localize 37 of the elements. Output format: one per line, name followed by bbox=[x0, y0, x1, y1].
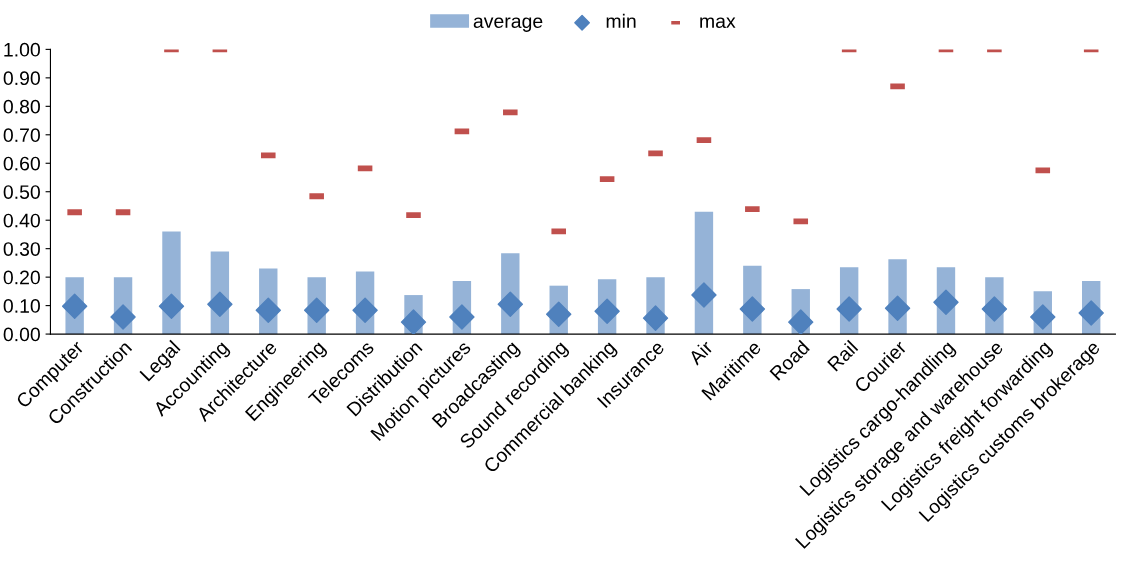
point bbox=[449, 304, 475, 330]
point bbox=[158, 293, 185, 319]
point bbox=[497, 291, 524, 317]
point bbox=[255, 297, 281, 323]
y-tick-label: 0.10 bbox=[3, 299, 40, 313]
legend-label: max bbox=[700, 17, 736, 29]
point bbox=[110, 304, 136, 330]
y-tick-label: 0.40 bbox=[3, 213, 40, 228]
legend-label: min bbox=[606, 13, 636, 28]
y-tick-label: 0.20 bbox=[3, 270, 40, 285]
y-tick-label: 0.80 bbox=[3, 99, 40, 114]
x-tick-label: Rail bbox=[826, 339, 859, 372]
point bbox=[594, 298, 620, 325]
point bbox=[400, 309, 427, 335]
y-tick-label: 0.90 bbox=[3, 71, 40, 86]
y-tick-label: 0.30 bbox=[3, 242, 40, 256]
point bbox=[352, 297, 378, 323]
point bbox=[642, 305, 669, 331]
point bbox=[981, 296, 1008, 322]
point bbox=[739, 296, 766, 322]
point bbox=[933, 289, 959, 315]
point bbox=[1078, 300, 1104, 326]
point bbox=[545, 301, 572, 327]
point bbox=[788, 309, 814, 335]
point bbox=[207, 291, 233, 317]
y-tick-label: 0.50 bbox=[3, 185, 40, 199]
point bbox=[61, 293, 88, 319]
point bbox=[691, 282, 717, 308]
legend-label: average bbox=[473, 17, 543, 32]
y-tick-label: 0.60 bbox=[3, 156, 40, 171]
point bbox=[884, 295, 911, 321]
y-tick-label: 1.00 bbox=[4, 42, 40, 57]
y-tick-label: 0.70 bbox=[3, 128, 40, 143]
point bbox=[303, 297, 330, 323]
point bbox=[1030, 304, 1056, 330]
point bbox=[836, 296, 862, 322]
y-tick-label: 0.00 bbox=[3, 327, 40, 342]
